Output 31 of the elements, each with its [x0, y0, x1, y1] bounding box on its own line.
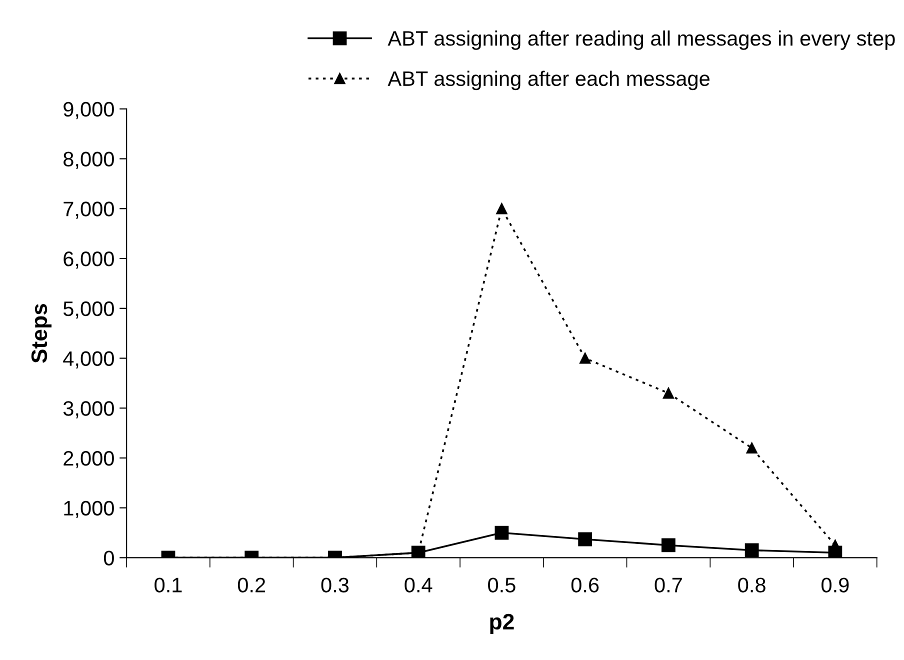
x-tick-label: 0.3 — [321, 578, 349, 592]
y-tick-label: 3,000 — [63, 401, 114, 418]
y-tick-label: 9,000 — [64, 102, 114, 120]
y-tick-label: 1,000 — [64, 500, 114, 518]
x-axis-title: p2 — [490, 614, 514, 634]
x-tick-label: 0.1 — [154, 578, 182, 592]
point — [580, 352, 591, 364]
x-tick-label: 0.5 — [488, 578, 516, 592]
y-tick-label: 6,000 — [64, 252, 114, 269]
point — [494, 526, 509, 540]
y-tick-label: 5,000 — [63, 301, 114, 319]
point — [496, 203, 508, 214]
y-axis-title: Steps — [31, 304, 52, 363]
x-tick-label: 0.7 — [654, 578, 682, 592]
legend-label: ABT assigning after each message — [388, 70, 710, 90]
legend-label: ABT assigning after reading all messages in every step — [388, 30, 895, 50]
point — [744, 543, 759, 558]
y-tick-label: 8,000 — [64, 152, 114, 169]
x-tick-label: 0.2 — [238, 578, 266, 592]
y-tick-label: 4,000 — [63, 351, 114, 368]
x-tick-label: 0.8 — [738, 578, 766, 592]
point — [662, 538, 676, 552]
y-tick-label: 7,000 — [64, 202, 114, 219]
point — [746, 442, 758, 454]
point — [578, 532, 592, 546]
x-tick-label: 0.4 — [404, 578, 432, 592]
y-tick-label: 2,000 — [64, 450, 114, 468]
y-tick-label: 0 — [104, 550, 114, 566]
x-tick-label: 0.9 — [822, 578, 849, 592]
x-tick-label: 0.6 — [571, 578, 599, 592]
point — [662, 388, 674, 399]
